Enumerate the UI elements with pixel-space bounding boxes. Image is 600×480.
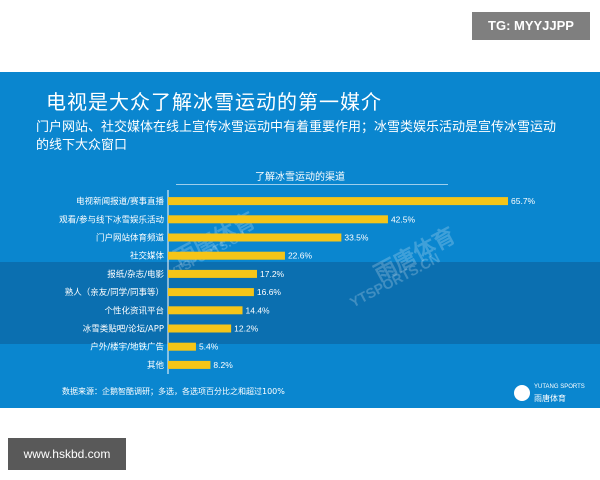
brand-logo: YUTANG SPORTS 雨唐体育 <box>514 382 594 404</box>
bar <box>168 360 211 369</box>
value-label: 22.6% <box>288 251 313 261</box>
bar <box>168 215 388 224</box>
footnote: 数据来源：企鹅智酷调研；多选，各选项百分比之和超过100% <box>62 387 285 396</box>
category-label: 报纸/杂志/电影 <box>107 269 164 280</box>
bar <box>168 251 285 260</box>
background-band <box>0 262 600 344</box>
bar <box>168 342 196 351</box>
value-label: 16.6% <box>257 287 282 297</box>
chart-panel: 了解冰雪运动的渠道 电视新闻报道/赛事直播 65.7% 观看/参与线下冰雪娱乐活动 4… <box>20 162 580 408</box>
category-label: 户外/楼宇/地铁广告 <box>90 342 164 353</box>
slide-subtitle: 门户网站、社交媒体在线上宣传冰雪运动中有着重要作用；冰雪类娱乐活动是宣传冰雪运动… <box>36 120 557 153</box>
category-label: 冰雪类贴吧/论坛/APP <box>83 324 164 335</box>
slide-title: 电视是大众了解冰雪运动的第一媒介 <box>46 90 382 114</box>
value-label: 33.5% <box>344 233 369 243</box>
logo-icon <box>514 385 530 401</box>
bar-chart: 电视新闻报道/赛事直播 65.7% 观看/参与线下冰雪娱乐活动 42.5% 门户网站体育… <box>59 190 536 374</box>
bar <box>168 197 508 206</box>
value-label: 8.2% <box>213 360 233 370</box>
category-label: 电视新闻报道/赛事直播 <box>76 196 164 207</box>
category-label: 其他 <box>147 360 165 371</box>
value-label: 42.5% <box>391 214 416 224</box>
tg-badge: TG: MYYJJPP <box>472 12 590 40</box>
bar <box>168 288 254 297</box>
bar <box>168 306 243 315</box>
chart-title-underline <box>176 184 448 185</box>
value-label: 5.4% <box>199 342 219 352</box>
site-badge: www.hskbd.com <box>8 438 126 470</box>
value-label: 65.7% <box>511 196 536 206</box>
bar <box>168 269 258 278</box>
category-label: 观看/参与线下冰雪娱乐活动 <box>59 214 164 225</box>
value-label: 14.4% <box>246 305 271 315</box>
category-label: 熟人（亲友/同学/同事等） <box>65 287 164 298</box>
chart-title: 了解冰雪运动的渠道 <box>255 172 345 183</box>
logo-text-cn: 雨唐体育 <box>534 394 566 403</box>
bar <box>168 324 232 333</box>
bar <box>168 233 342 242</box>
value-label: 17.2% <box>260 269 285 279</box>
category-label: 社交媒体 <box>130 251 165 262</box>
slide: 雨唐体育 YTSPORTS.CN 雨唐体育 YTSPORTS.CN 电视是大众了… <box>0 72 600 408</box>
logo-text-en: YUTANG SPORTS <box>534 384 585 390</box>
category-label: 门户网站体育频道 <box>96 233 165 244</box>
value-label: 12.2% <box>234 324 259 334</box>
category-label: 个性化资讯平台 <box>104 305 164 316</box>
